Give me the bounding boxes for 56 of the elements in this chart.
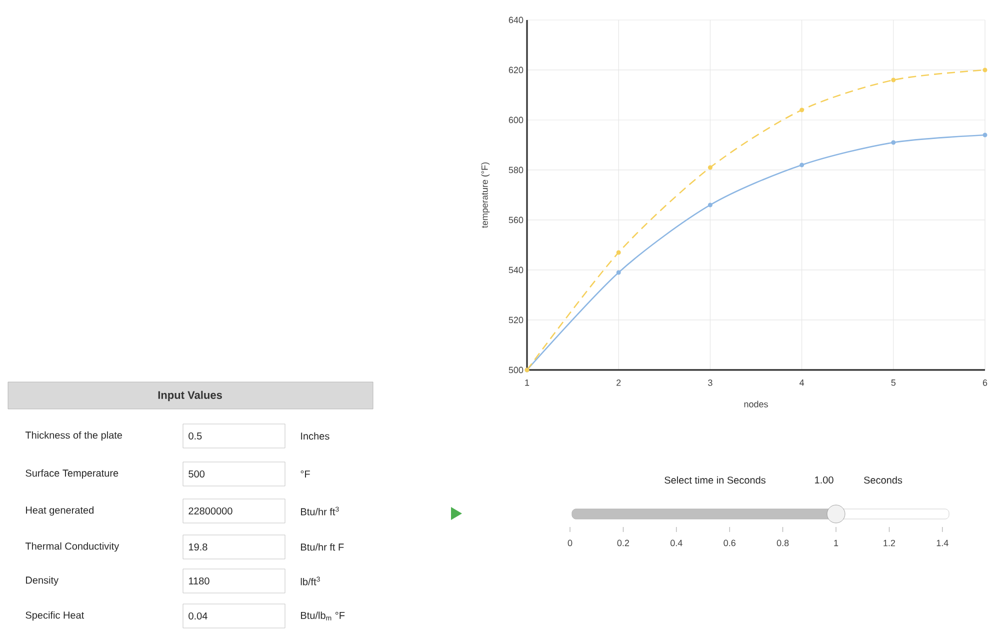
text: °F <box>300 470 310 478</box>
text: Surface Temperature <box>26 469 118 479</box>
y-tick-label: 560 <box>508 216 524 224</box>
text: Btu/hr ft$^{3}$ <box>301 506 339 516</box>
text: 0.04 <box>188 612 208 620</box>
text: 0.2 <box>617 540 630 546</box>
y-tick-label: 580 <box>508 166 524 174</box>
text: 0.6 <box>724 540 736 546</box>
x-tick-label: 2 <box>616 380 621 386</box>
text: Btu/hr ft F <box>301 543 344 551</box>
text: Heat generated <box>26 506 94 516</box>
point <box>982 68 988 72</box>
point <box>982 132 988 138</box>
point <box>800 162 804 168</box>
point <box>800 108 804 112</box>
text: 1.2 <box>884 540 896 546</box>
text: Seconds <box>864 476 902 484</box>
text: 19.8 <box>188 543 208 551</box>
y-tick-label: 640 <box>508 16 524 24</box>
x-tick-label: 6 <box>982 380 988 386</box>
y-tick-label: 540 <box>508 266 524 274</box>
x-tick-label: 3 <box>708 380 712 386</box>
y-tick-label: 500 <box>508 366 524 374</box>
y-tick-label: 600 <box>508 116 524 124</box>
text: Thermal Conductivity <box>25 542 120 552</box>
text: 0 <box>568 540 572 546</box>
text: Density <box>26 576 59 586</box>
text: 500 <box>188 470 205 478</box>
y-axis-title: temperature (°F) <box>481 162 490 228</box>
text: 1180 <box>188 577 210 585</box>
point <box>708 165 712 170</box>
text: Select time in Seconds <box>664 476 766 484</box>
text: Specific Heat <box>26 611 84 621</box>
point <box>891 78 896 82</box>
y-tick-label: 620 <box>508 66 524 74</box>
x-tick-label: 4 <box>800 380 804 386</box>
text: 0.8 <box>776 540 789 546</box>
point <box>616 250 621 255</box>
text: 1.00 <box>815 476 834 484</box>
x-axis-title: nodes <box>744 400 768 408</box>
point <box>891 140 896 145</box>
x-tick-label: 1 <box>525 380 530 386</box>
x-tick-label: 5 <box>891 380 896 386</box>
text: Btu/lb$_{m}$ °F <box>301 612 345 620</box>
text: 0.4 <box>670 540 682 546</box>
text: Thickness of the plate <box>25 431 122 441</box>
text: 1.4 <box>936 540 948 546</box>
text: 1 <box>834 540 838 546</box>
text: lb/ft$^{3}$ <box>300 576 320 586</box>
text: 0.5 <box>188 432 202 440</box>
point <box>708 202 712 208</box>
point <box>616 270 621 275</box>
text: 22800000 <box>188 507 232 515</box>
text: Input Values <box>158 390 222 402</box>
text: Inches <box>301 432 330 440</box>
y-tick-label: 520 <box>508 316 524 324</box>
